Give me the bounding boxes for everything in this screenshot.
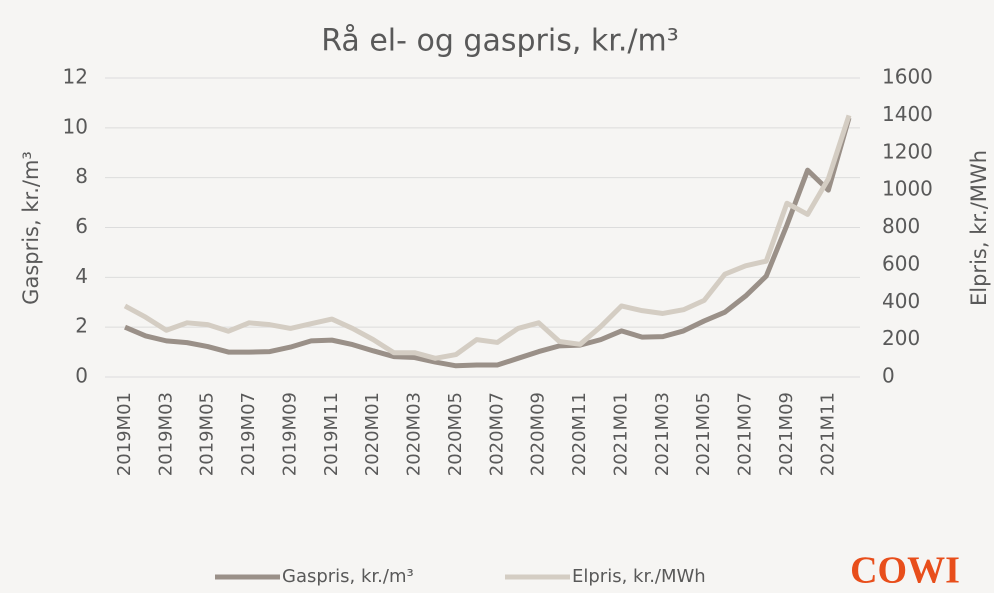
x-tick-label: 2019M11 [321, 392, 342, 476]
y2-tick-label: 800 [882, 214, 920, 238]
y2-tick-label: 400 [882, 289, 920, 313]
y-tick-label: 2 [75, 314, 88, 338]
y2-tick-label: 200 [882, 326, 920, 350]
y-tick-label: 0 [75, 364, 88, 388]
x-tick-label: 2019M09 [279, 392, 300, 476]
x-tick-label: 2021M01 [610, 392, 631, 476]
x-tick-label: 2020M03 [404, 392, 425, 476]
y2-tick-label: 1400 [882, 102, 933, 126]
y2-tick-label: 1000 [882, 177, 933, 201]
chart-title: Rå el- og gaspris, kr./m³ [321, 24, 679, 59]
y2-axis-title: Elpris, kr./MWh [967, 150, 991, 306]
x-tick-label: 2019M05 [197, 392, 218, 476]
y-tick-label: 12 [63, 65, 88, 89]
x-tick-label: 2020M11 [569, 392, 590, 476]
logo: COWI [850, 550, 960, 592]
y-tick-label: 10 [63, 114, 88, 138]
y2-tick-label: 600 [882, 251, 920, 275]
x-tick-label: 2021M07 [735, 392, 756, 476]
x-tick-label: 2020M05 [445, 392, 466, 476]
y2-tick-label: 1600 [882, 65, 933, 89]
x-tick-label: 2020M09 [528, 392, 549, 476]
x-tick-label: 2019M07 [238, 392, 259, 476]
legend-label: Gaspris, kr./m³ [282, 566, 414, 587]
y-tick-label: 6 [75, 214, 88, 238]
y-axis-title: Gaspris, kr./m³ [19, 151, 43, 305]
legend-label: Elpris, kr./MWh [572, 566, 706, 587]
series-line [124, 117, 852, 369]
y2-tick-label: 0 [882, 364, 895, 388]
x-tick-label: 2021M03 [652, 392, 673, 476]
x-tick-label: 2020M01 [362, 392, 383, 476]
x-tick-label: 2019M01 [114, 392, 135, 476]
x-tick-label: 2021M09 [776, 392, 797, 476]
y-tick-label: 4 [75, 264, 88, 288]
y2-tick-label: 1200 [882, 139, 933, 163]
x-tick-label: 2020M07 [486, 392, 507, 476]
x-tick-label: 2021M05 [693, 392, 714, 476]
x-tick-label: 2021M11 [817, 392, 838, 476]
y-tick-label: 8 [75, 164, 88, 188]
series-line [123, 114, 852, 361]
x-tick-label: 2019M03 [155, 392, 176, 476]
